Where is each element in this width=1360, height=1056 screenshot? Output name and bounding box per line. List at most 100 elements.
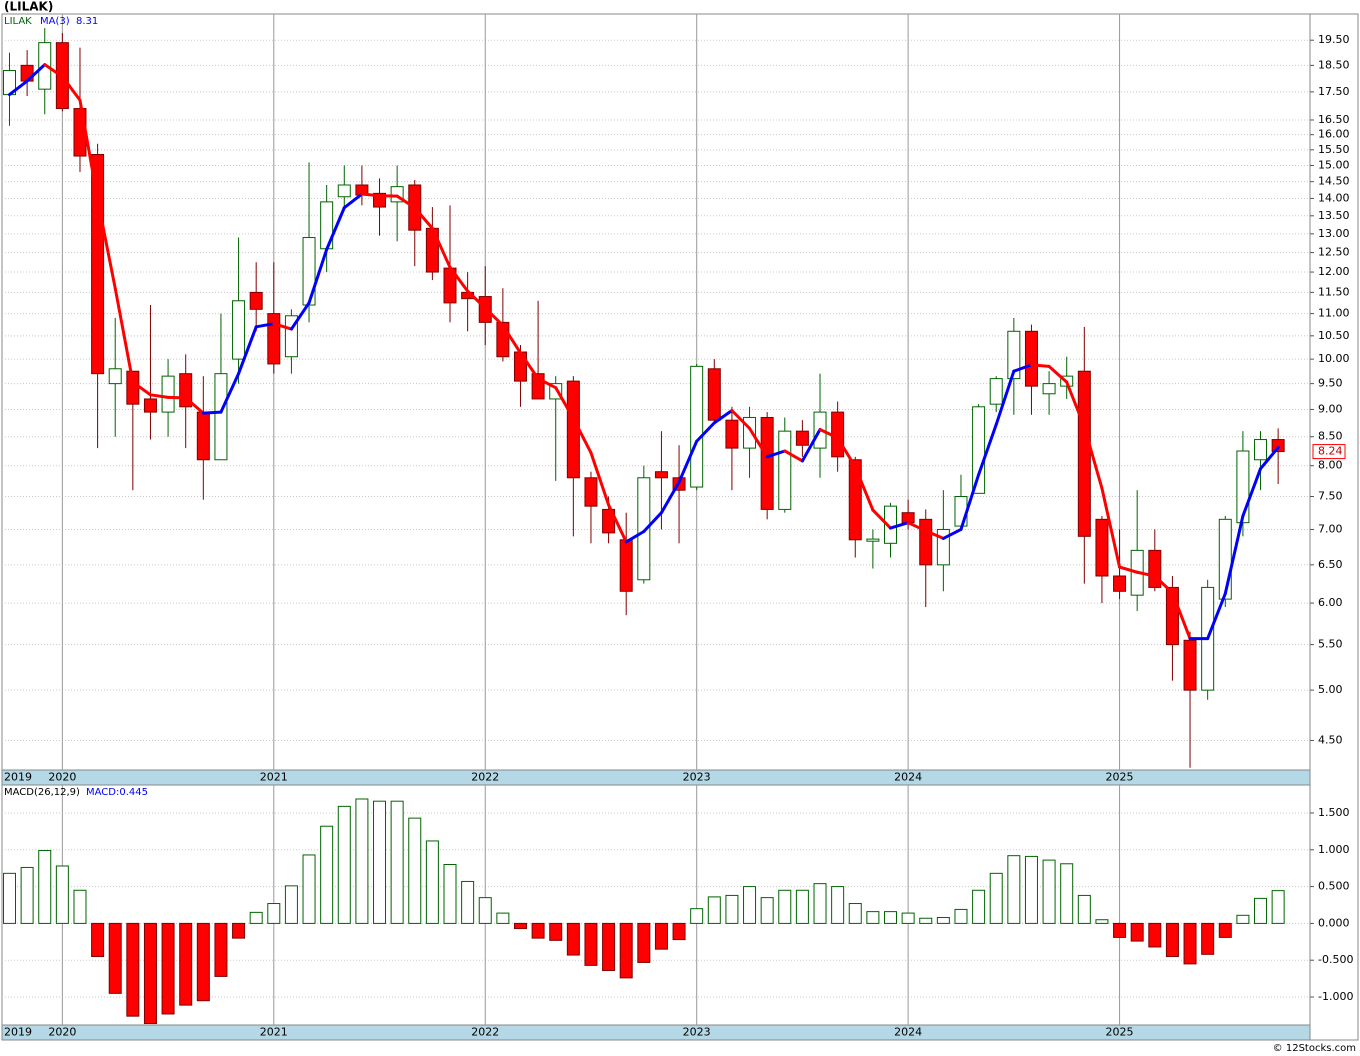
macd-bar (1060, 863, 1074, 924)
macd-panel (1, 784, 1311, 1026)
y-tick-label: 12.00 (1318, 265, 1350, 278)
candle-body (161, 375, 175, 413)
y-tick-label: 7.50 (1318, 490, 1343, 503)
macd-bar (743, 886, 757, 924)
y-tick-label: 13.50 (1318, 209, 1350, 222)
ma-segment (289, 301, 311, 331)
candle-body (848, 459, 862, 541)
y-tick-label: 17.50 (1318, 85, 1350, 98)
y-tick-label: 0.500 (1318, 880, 1350, 893)
ma-segment (430, 226, 452, 269)
macd-bar (1254, 897, 1268, 924)
macd-bar (513, 922, 527, 930)
y-tick-label: 12.50 (1318, 246, 1350, 259)
ma-segment (166, 395, 188, 400)
macd-bar (690, 908, 704, 924)
x-tick-label: 2019 (4, 771, 32, 784)
ma-segment (1241, 467, 1263, 518)
y-tick-label: 10.00 (1318, 352, 1350, 365)
candle-body (725, 419, 739, 449)
x-tick-label: 2020 (48, 771, 76, 784)
ma-segment (131, 380, 152, 397)
ma-segment (889, 521, 910, 530)
macd-bar (1271, 890, 1285, 924)
ma-segment (1118, 565, 1139, 574)
macd-bar (55, 865, 69, 924)
x-tick-label: 2022 (471, 771, 499, 784)
ma-segment (518, 351, 540, 381)
macd-bar (1077, 894, 1091, 924)
ma-segment (941, 527, 963, 540)
ma-segment (906, 521, 928, 533)
x-tick-label: 2021 (260, 771, 288, 784)
candle-body (513, 351, 527, 382)
candle-body (619, 539, 633, 592)
macd-bar (267, 903, 281, 924)
ma-segment (765, 449, 787, 459)
candle-body (919, 518, 933, 566)
macd-bar (778, 889, 792, 924)
macd-bar (373, 800, 387, 924)
ma-segment (25, 63, 47, 83)
y-tick-label: 9.50 (1318, 377, 1343, 390)
y-tick-label: 15.50 (1318, 143, 1350, 156)
ma-segment (360, 192, 382, 198)
macd-bar (602, 922, 616, 972)
macd-bar (143, 922, 157, 1025)
ma-segment (924, 529, 945, 540)
last-price-box (1312, 444, 1346, 460)
candle-body (337, 184, 351, 198)
ma-segment (395, 194, 417, 210)
y-tick-label: 10.50 (1318, 329, 1350, 342)
macd-bar (936, 917, 950, 924)
plot-layer: 4.50 5.00 5.50 6.00 6.50 7.00 7.50 8.00 8.50 9.00… (2, 14, 1353, 1039)
candle-body (1183, 639, 1197, 691)
ma-segment (1047, 364, 1069, 384)
candle-body (91, 153, 105, 375)
macd-bar (1183, 922, 1197, 965)
y-tick-label: 18.50 (1318, 58, 1350, 71)
macd-bar (214, 922, 228, 977)
candle-body (954, 496, 968, 527)
macd-bar (707, 896, 721, 924)
macd-bar (549, 922, 563, 941)
ma-segment (994, 369, 1016, 427)
macd-bar (1218, 922, 1232, 938)
macd-bar (848, 903, 862, 924)
legend-ma: MA(3) (40, 16, 70, 27)
macd-bar (1165, 922, 1179, 958)
y-tick-label: 1.500 (1318, 806, 1350, 819)
candle-body (267, 313, 281, 365)
ma-segment (977, 423, 998, 477)
ma-segment (1012, 363, 1033, 373)
x-tick-label: 2025 (1106, 771, 1134, 784)
ma-segment (325, 206, 346, 252)
macd-bar (972, 889, 986, 924)
macd-bar (108, 922, 122, 994)
ma-segment (607, 503, 628, 544)
y-tick-label: 6.00 (1318, 596, 1343, 609)
candle-body (108, 368, 122, 385)
x-tick-label: 2021 (260, 1026, 288, 1039)
ma-segment (853, 465, 875, 512)
macd-bar (284, 885, 298, 924)
macd-bar (813, 883, 827, 924)
y-tick-label: 19.50 (1318, 33, 1350, 46)
macd-bar (232, 922, 246, 939)
ma-segment (871, 508, 892, 530)
macd-value: MACD:0.445 (86, 787, 148, 798)
candle-body (1007, 330, 1021, 380)
candle-body (866, 538, 880, 542)
x-tick-label: 2022 (471, 1026, 499, 1039)
macd-bar (443, 864, 457, 924)
ma-segment (483, 306, 505, 327)
candle-body (584, 477, 598, 507)
ma-segment (466, 289, 487, 310)
y-tick-label: 7.00 (1318, 522, 1343, 535)
price-panel (1, 13, 1311, 771)
date-strip (1, 1024, 1311, 1041)
macd-bar (1042, 859, 1056, 924)
macd-bar (126, 922, 140, 1017)
y-tick-label: 8.50 (1318, 430, 1343, 443)
ma-segment (148, 393, 170, 399)
